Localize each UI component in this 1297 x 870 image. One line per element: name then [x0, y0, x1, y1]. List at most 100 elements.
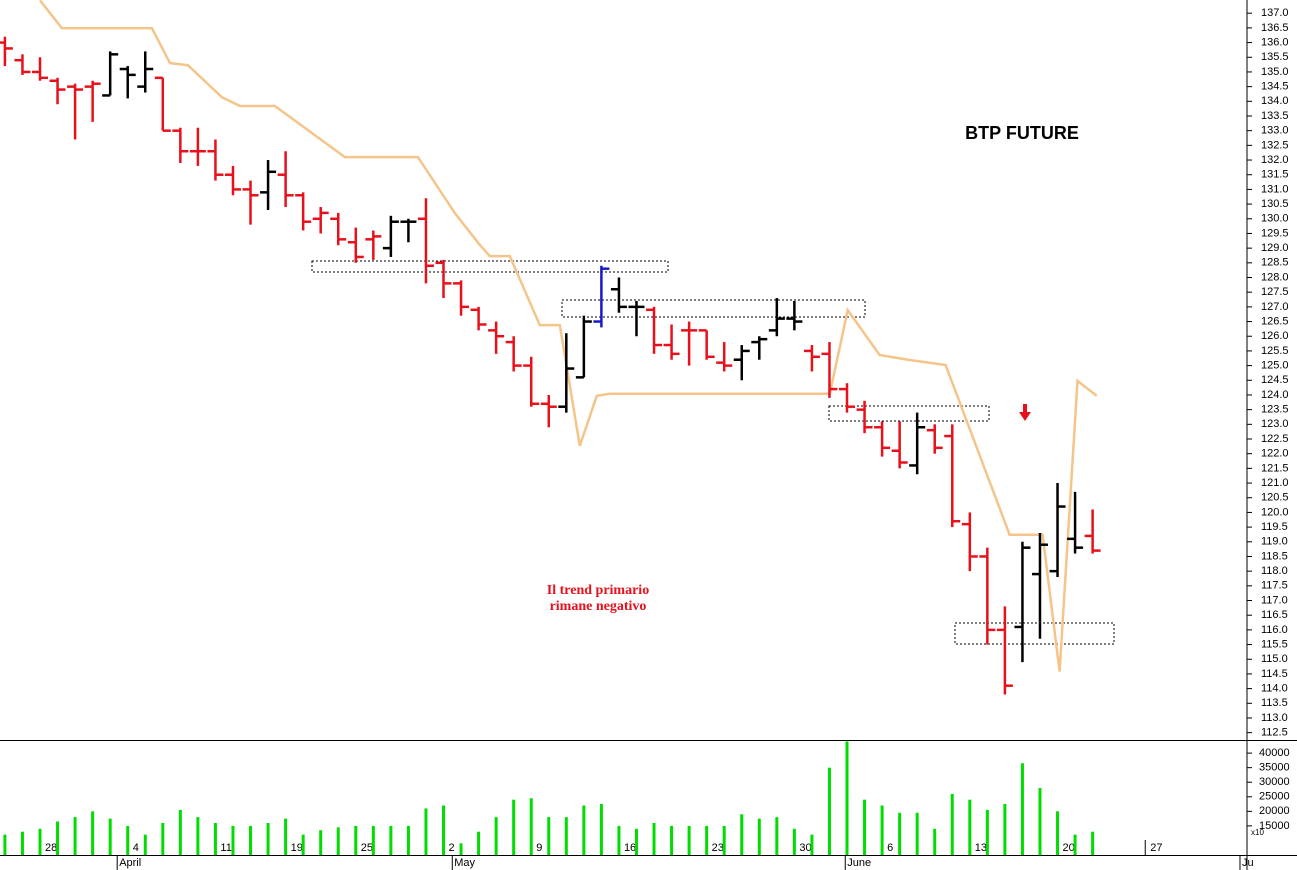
y-tick-label: 117.5 — [1261, 580, 1288, 592]
y-tick-label: 116.5 — [1261, 609, 1288, 621]
volume-bar — [178, 809, 182, 855]
x-tick-label: 13 — [975, 842, 987, 854]
volume-bar — [599, 804, 603, 855]
volume-bar — [91, 811, 95, 855]
volume-bar — [968, 799, 972, 855]
volume-bar — [863, 799, 867, 855]
volume-tick-label: 25000 — [1259, 791, 1290, 803]
volume-bar — [406, 825, 410, 855]
x-tick-label: 23 — [712, 842, 724, 854]
volume-bar — [1073, 834, 1077, 855]
y-tick-label: 132.0 — [1261, 154, 1289, 166]
volume-bar — [950, 793, 954, 855]
volume-unit: x10 — [1251, 828, 1264, 837]
y-tick-label: 136.0 — [1261, 36, 1289, 48]
volume-bar — [354, 825, 358, 855]
chart-title: BTP FUTURE — [965, 123, 1079, 143]
y-tick-label: 115.5 — [1261, 638, 1288, 650]
volume-bar — [933, 828, 937, 855]
y-tick-label: 131.5 — [1261, 169, 1289, 181]
y-tick-label: 127.5 — [1261, 286, 1289, 298]
x-tick-label: 16 — [624, 842, 636, 854]
y-tick-label: 130.0 — [1261, 213, 1289, 225]
resistance-box — [828, 405, 990, 422]
volume-bar — [3, 834, 7, 855]
volume-tick-label: 40000 — [1259, 747, 1290, 759]
support-box — [954, 622, 1115, 645]
signal-arrow — [1019, 404, 1031, 421]
y-tick-label: 112.5 — [1261, 727, 1288, 739]
y-tick-label: 122.0 — [1261, 448, 1289, 460]
y-tick-label: 124.5 — [1261, 374, 1289, 386]
y-tick-label: 121.0 — [1261, 477, 1289, 489]
volume-bar — [389, 825, 393, 855]
volume-bar — [459, 843, 463, 855]
volume-bar — [56, 821, 60, 855]
y-tick-label: 122.5 — [1261, 433, 1289, 445]
volume-bar — [1091, 831, 1095, 855]
y-tick-label: 116.0 — [1261, 624, 1288, 636]
y-tick-label: 113.0 — [1261, 712, 1288, 724]
y-tick-label: 134.0 — [1261, 95, 1289, 107]
y-tick-label: 129.5 — [1261, 227, 1289, 239]
y-tick-label: 136.5 — [1261, 22, 1289, 34]
y-tick-label: 120.5 — [1261, 492, 1289, 504]
volume-tick-label: 35000 — [1259, 762, 1290, 774]
volume-bar — [213, 822, 217, 855]
y-tick-label: 121.5 — [1261, 462, 1289, 474]
x-tick-label: 19 — [291, 842, 303, 854]
volume-bar — [1038, 788, 1042, 855]
volume-bar — [740, 814, 744, 855]
y-tick-label: 113.5 — [1261, 697, 1288, 709]
volume-bar — [494, 817, 498, 855]
y-tick-label: 115.0 — [1261, 653, 1288, 665]
month-label: May — [454, 857, 475, 869]
y-tick-label: 132.5 — [1261, 139, 1289, 151]
volume-bar — [652, 822, 656, 855]
volume-bar — [687, 825, 691, 855]
month-label: Ju — [1242, 857, 1254, 869]
y-tick-label: 117.0 — [1261, 594, 1288, 606]
volume-bar — [634, 828, 638, 855]
y-tick-label: 123.5 — [1261, 404, 1289, 416]
volume-bar — [547, 817, 551, 855]
annotation: Il trend primario — [547, 583, 649, 598]
y-tick-label: 128.0 — [1261, 271, 1289, 283]
volume-bar — [985, 809, 989, 855]
y-tick-label: 131.0 — [1261, 183, 1289, 195]
volume-bar — [161, 822, 165, 855]
volume-bar — [512, 799, 516, 855]
overlay-line — [39, 0, 1098, 672]
volume-bar — [775, 817, 779, 855]
x-tick-label: 30 — [799, 842, 811, 854]
y-tick-label: 125.0 — [1261, 360, 1289, 372]
y-tick-label: 119.5 — [1261, 521, 1288, 533]
y-tick-label: 123.0 — [1261, 418, 1289, 430]
y-tick-label: 119.0 — [1261, 536, 1288, 548]
volume-bar — [249, 825, 253, 855]
volume-bar — [319, 830, 323, 855]
y-tick-label: 133.0 — [1261, 125, 1289, 137]
volume-bar — [266, 822, 270, 855]
y-tick-label: 133.5 — [1261, 110, 1289, 122]
volume-bar — [705, 825, 709, 855]
x-tick-label: 4 — [133, 842, 139, 854]
volume-bar — [442, 805, 446, 855]
y-tick-label: 135.0 — [1261, 66, 1289, 78]
y-tick-label: 120.0 — [1261, 506, 1289, 518]
y-tick-label: 137.0 — [1261, 7, 1289, 19]
x-tick-label: 2 — [449, 842, 455, 854]
y-tick-label: 130.5 — [1261, 198, 1289, 210]
y-tick-label: 114.5 — [1261, 668, 1288, 680]
x-tick-label: 28 — [45, 842, 57, 854]
x-tick-label: 9 — [536, 842, 542, 854]
volume-bar — [670, 825, 674, 855]
volume-bar — [284, 818, 288, 855]
volume-bar — [827, 767, 831, 855]
volume-bar — [722, 825, 726, 855]
volume-bar — [915, 812, 919, 855]
x-tick-label: 11 — [220, 842, 231, 854]
y-tick-label: 118.0 — [1261, 565, 1288, 577]
